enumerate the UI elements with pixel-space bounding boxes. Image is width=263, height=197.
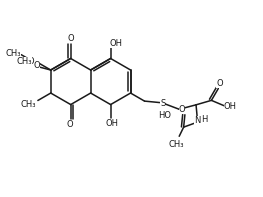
Text: O: O: [179, 105, 185, 114]
Text: O: O: [216, 79, 223, 88]
Text: S: S: [160, 98, 165, 108]
Text: OH: OH: [105, 119, 118, 128]
Text: CH₃: CH₃: [20, 100, 36, 110]
Text: N: N: [194, 116, 200, 125]
Text: OH: OH: [224, 102, 237, 111]
Text: CH₃: CH₃: [169, 140, 184, 149]
Text: CH₃: CH₃: [6, 49, 21, 58]
Text: O: O: [28, 57, 34, 66]
Text: H: H: [201, 115, 208, 124]
Text: CH₃: CH₃: [17, 57, 32, 66]
Text: HO: HO: [158, 111, 171, 120]
Text: O: O: [67, 120, 74, 129]
Text: O: O: [34, 60, 40, 70]
Text: OH: OH: [110, 39, 123, 48]
Text: O: O: [68, 34, 74, 43]
